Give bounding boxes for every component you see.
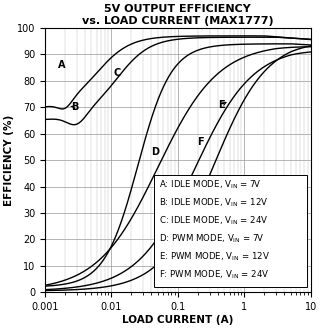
- X-axis label: LOAD CURRENT (A): LOAD CURRENT (A): [122, 315, 234, 325]
- Y-axis label: EFFICIENCY (%): EFFICIENCY (%): [4, 114, 14, 206]
- Text: C: C: [113, 68, 120, 78]
- Text: E: PWM MODE, V$_{\mathregular{IN}}$ = 12V: E: PWM MODE, V$_{\mathregular{IN}}$ = 12…: [159, 251, 270, 263]
- Text: E: E: [218, 100, 225, 110]
- Text: A: IDLE MODE, V$_{\mathregular{IN}}$ = 7V: A: IDLE MODE, V$_{\mathregular{IN}}$ = 7…: [159, 179, 262, 191]
- Text: F: PWM MODE, V$_{\mathregular{IN}}$ = 24V: F: PWM MODE, V$_{\mathregular{IN}}$ = 24…: [159, 268, 270, 281]
- Text: B: B: [71, 102, 78, 112]
- Text: D: D: [151, 147, 159, 157]
- Text: F: F: [197, 137, 204, 147]
- Text: C: IDLE MODE, V$_{\mathregular{IN}}$ = 24V: C: IDLE MODE, V$_{\mathregular{IN}}$ = 2…: [159, 215, 269, 227]
- Title: 5V OUTPUT EFFICIENCY
vs. LOAD CURRENT (MAX1777): 5V OUTPUT EFFICIENCY vs. LOAD CURRENT (M…: [82, 4, 274, 26]
- FancyBboxPatch shape: [154, 175, 307, 287]
- Text: D: PWM MODE, V$_{\mathregular{IN}}$ = 7V: D: PWM MODE, V$_{\mathregular{IN}}$ = 7V: [159, 233, 265, 245]
- Text: B: IDLE MODE, V$_{\mathregular{IN}}$ = 12V: B: IDLE MODE, V$_{\mathregular{IN}}$ = 1…: [159, 197, 269, 209]
- Text: A: A: [58, 60, 66, 70]
